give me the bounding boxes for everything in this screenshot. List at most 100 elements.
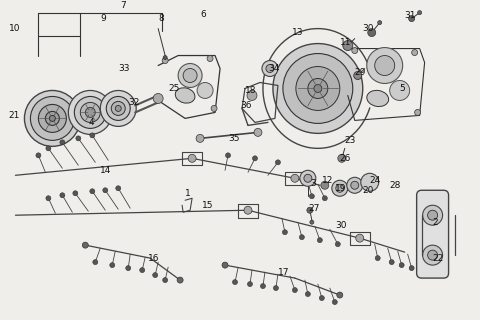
Circle shape [374, 256, 379, 260]
Circle shape [74, 96, 106, 128]
Circle shape [163, 56, 167, 60]
Text: 22: 22 [432, 254, 443, 263]
Circle shape [313, 84, 321, 92]
Text: 33: 33 [118, 64, 130, 73]
Ellipse shape [366, 90, 388, 107]
Text: 21: 21 [9, 111, 20, 120]
Circle shape [116, 186, 120, 191]
Circle shape [24, 91, 80, 146]
Text: 9: 9 [100, 14, 106, 23]
Circle shape [320, 181, 328, 189]
Circle shape [111, 101, 125, 116]
Text: 26: 26 [339, 154, 350, 163]
Text: 12: 12 [321, 176, 333, 185]
Circle shape [109, 263, 115, 268]
Circle shape [309, 194, 314, 199]
Circle shape [80, 102, 100, 123]
Circle shape [307, 78, 327, 99]
Circle shape [211, 105, 216, 111]
Circle shape [408, 266, 413, 271]
Circle shape [292, 288, 297, 292]
Text: 29: 29 [354, 68, 365, 77]
Circle shape [82, 242, 88, 248]
Circle shape [46, 196, 51, 201]
Text: 35: 35 [228, 134, 239, 143]
Circle shape [398, 263, 403, 268]
Circle shape [100, 91, 136, 126]
Text: 30: 30 [362, 24, 373, 33]
Circle shape [411, 50, 417, 56]
Circle shape [290, 174, 298, 182]
Circle shape [36, 153, 41, 158]
Ellipse shape [175, 88, 194, 103]
Circle shape [350, 181, 358, 189]
Circle shape [342, 41, 352, 51]
Circle shape [76, 136, 81, 141]
Circle shape [319, 296, 324, 300]
Circle shape [90, 189, 95, 194]
Circle shape [252, 156, 257, 161]
Circle shape [253, 128, 262, 136]
Text: 32: 32 [128, 98, 139, 107]
Text: 4: 4 [88, 118, 94, 127]
Circle shape [275, 160, 280, 165]
Circle shape [377, 20, 381, 25]
Circle shape [262, 60, 277, 76]
Circle shape [374, 56, 394, 76]
Circle shape [299, 170, 315, 186]
Circle shape [331, 180, 347, 196]
Text: 3: 3 [309, 179, 315, 188]
Text: 1: 1 [185, 189, 191, 198]
Circle shape [335, 242, 339, 247]
Circle shape [46, 146, 51, 151]
Circle shape [309, 220, 313, 224]
Text: 23: 23 [344, 136, 355, 145]
Circle shape [422, 205, 442, 225]
Circle shape [247, 282, 252, 287]
Circle shape [90, 133, 95, 138]
Circle shape [295, 67, 339, 110]
Text: 36: 36 [240, 101, 251, 110]
Circle shape [162, 58, 168, 64]
Circle shape [260, 284, 265, 289]
Circle shape [388, 260, 394, 265]
Circle shape [125, 266, 131, 271]
Text: 7: 7 [120, 1, 126, 10]
Circle shape [427, 250, 437, 260]
Circle shape [225, 153, 230, 158]
Text: 28: 28 [389, 181, 400, 190]
Text: 15: 15 [202, 201, 213, 210]
Circle shape [306, 207, 312, 213]
Circle shape [337, 154, 345, 162]
Circle shape [389, 81, 409, 100]
Text: 14: 14 [100, 166, 111, 175]
Circle shape [139, 268, 144, 273]
Text: 18: 18 [244, 86, 256, 95]
Circle shape [38, 104, 66, 132]
Text: 25: 25 [168, 84, 179, 93]
Circle shape [72, 191, 78, 196]
Circle shape [243, 206, 252, 214]
Circle shape [351, 48, 357, 53]
Circle shape [93, 260, 97, 265]
Circle shape [115, 105, 121, 111]
Circle shape [367, 28, 375, 36]
Circle shape [317, 238, 322, 243]
Text: 31: 31 [404, 11, 415, 20]
Circle shape [178, 64, 202, 87]
Circle shape [222, 262, 228, 268]
Text: 8: 8 [158, 14, 164, 23]
Circle shape [366, 48, 402, 84]
Text: 30: 30 [334, 221, 346, 230]
Circle shape [30, 96, 74, 140]
Circle shape [272, 44, 362, 133]
Circle shape [273, 285, 278, 291]
Circle shape [417, 11, 421, 15]
Circle shape [408, 16, 414, 22]
Circle shape [162, 277, 168, 283]
Text: 16: 16 [148, 254, 159, 263]
Circle shape [422, 245, 442, 265]
Text: 27: 27 [307, 204, 319, 213]
Text: 34: 34 [267, 64, 279, 73]
Circle shape [332, 300, 336, 305]
